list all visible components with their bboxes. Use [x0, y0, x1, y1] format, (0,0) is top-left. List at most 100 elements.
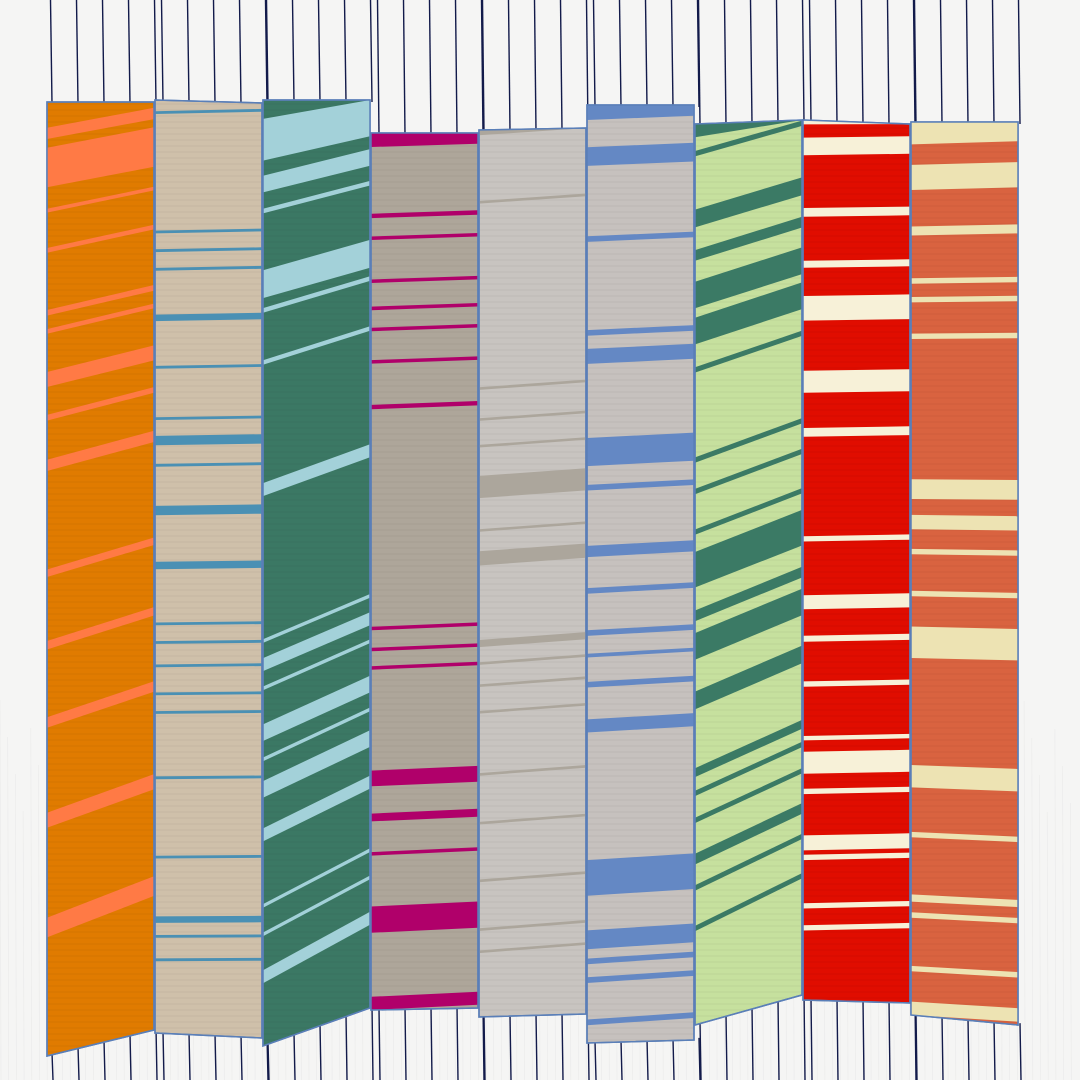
panel-stripe	[371, 303, 478, 311]
hanging-line-top	[696, 0, 700, 108]
hanging-line-bottom	[77, 1046, 80, 1080]
panel-stripe	[263, 180, 370, 214]
hanging-line-bottom	[188, 1032, 191, 1080]
hanging-line-bottom	[810, 998, 813, 1080]
panel-stripe	[371, 324, 478, 332]
hanging-line-bottom	[51, 1052, 54, 1080]
panel-stripe	[911, 295, 1018, 303]
panel-texture	[803, 120, 910, 1003]
panel-stripe	[155, 265, 262, 271]
panel-stripe	[695, 330, 802, 373]
panel-stripe	[587, 105, 694, 120]
hanging-line-bottom	[456, 1006, 459, 1080]
panel-stripe	[479, 813, 586, 825]
panel-stripe	[803, 633, 910, 642]
hanging-line-top	[481, 0, 485, 132]
hanging-line-top	[808, 0, 812, 123]
hanging-line-bottom	[888, 1000, 891, 1080]
panel-stripe	[47, 537, 154, 577]
hanging-line-top	[618, 0, 622, 108]
hanging-line-bottom	[214, 1033, 217, 1080]
hanging-line-top	[886, 0, 890, 126]
hanging-line-bottom	[967, 1018, 970, 1080]
panel-stripe	[587, 479, 694, 491]
panel-stripe	[695, 833, 802, 891]
panel-stripe	[803, 426, 910, 437]
hanging-line-bottom	[646, 1039, 649, 1080]
panel-stripe	[911, 514, 1018, 531]
panel-stripe	[371, 275, 478, 283]
hanging-lines	[49, 0, 1022, 1080]
hanging-line-top	[369, 0, 373, 103]
panel-stripe	[155, 621, 262, 626]
hanging-line-bottom	[699, 1021, 702, 1080]
panel-stripe	[803, 679, 910, 687]
panel-stripe	[911, 626, 1018, 661]
panel-stripe	[911, 965, 1018, 978]
gray-blue-panel	[586, 104, 695, 1044]
hanging-line-top	[644, 0, 648, 108]
hanging-line-top	[454, 0, 458, 136]
panel-stripe	[695, 216, 802, 261]
hanging-line-bottom	[404, 1007, 407, 1080]
panel-stripe	[155, 228, 262, 234]
panel-outline	[154, 99, 263, 1039]
panel-stripe	[263, 775, 370, 842]
panel-stripe	[587, 853, 694, 896]
hanging-line-top	[480, 0, 484, 136]
panel-outline	[262, 99, 371, 1048]
panel-stripe	[587, 970, 694, 983]
hanging-line-top	[49, 0, 53, 105]
panel-stripe	[47, 107, 154, 139]
panel-texture	[371, 133, 478, 1010]
hanging-line-top	[264, 0, 268, 106]
panel-stripe	[47, 285, 154, 316]
hanging-line-top	[592, 0, 596, 108]
panel-stripe	[587, 675, 694, 688]
panel-stripe	[155, 247, 262, 253]
panel-stripe	[911, 831, 1018, 843]
hanging-line-top	[343, 0, 347, 103]
hanging-line-top	[749, 0, 753, 124]
hanging-line-bottom	[535, 1013, 538, 1080]
panel-stripe	[263, 848, 370, 908]
orange-panel	[46, 101, 155, 1057]
panel-stripe	[803, 922, 910, 931]
panel-stripe	[155, 462, 262, 467]
hanging-line-bottom	[483, 1014, 486, 1080]
panel-stripe	[911, 122, 1018, 145]
panel-stripe	[803, 136, 910, 156]
panel-stripe	[587, 713, 694, 733]
panel-stripe	[695, 803, 802, 865]
hanging-line-top	[1017, 0, 1021, 125]
panel-stripe	[479, 765, 586, 776]
panel-stripe	[695, 177, 802, 228]
panel-stripe	[371, 401, 478, 410]
panel-stripe	[803, 294, 910, 321]
panel-stripe	[263, 276, 370, 313]
panel-stripe	[911, 332, 1018, 339]
panel-stripe	[803, 369, 910, 393]
panel-stripe	[47, 430, 154, 471]
hanging-line-bottom	[751, 1007, 754, 1080]
panel-stripe	[479, 379, 586, 390]
hanging-line-bottom	[129, 1033, 132, 1080]
panel-stripe	[155, 691, 262, 696]
hanging-line-top	[670, 0, 674, 108]
panel-stripe	[479, 654, 586, 665]
hanging-line-top	[559, 0, 563, 131]
hanging-line-top	[160, 0, 164, 103]
panel-texture	[479, 128, 586, 1017]
panel-stripe	[263, 911, 370, 984]
gray-panel	[478, 127, 587, 1018]
panel-stripe	[155, 710, 262, 714]
panel-stripe	[371, 233, 478, 240]
panel-stripe	[479, 193, 586, 204]
hanging-line-top	[697, 0, 701, 126]
hanging-line-bottom	[698, 1037, 701, 1080]
panel-stripe	[911, 548, 1018, 556]
panel-stripe	[47, 607, 154, 650]
hanging-line-bottom	[993, 1020, 996, 1080]
hanging-line-top	[75, 0, 79, 105]
